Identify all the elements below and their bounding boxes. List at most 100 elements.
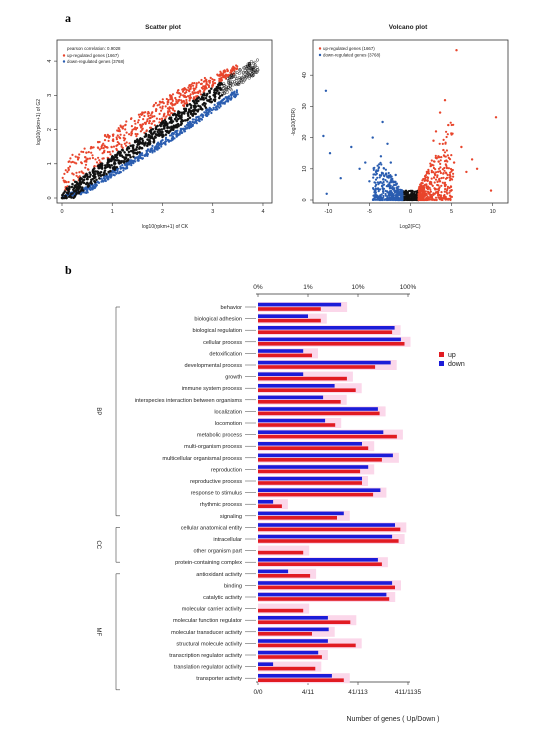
volcano-point-down — [387, 171, 390, 175]
volcano-point-up — [446, 187, 449, 190]
volcano-point-down — [378, 176, 381, 179]
volcano-point-up — [451, 169, 454, 172]
volcano-point-up — [429, 164, 433, 167]
volcano-point-up — [430, 177, 433, 180]
scatter-point-up — [155, 117, 158, 120]
scatter-point-up — [76, 156, 79, 159]
scatter-legend-correlation: pearson correlation: 0.9028 — [67, 46, 121, 51]
volcano-point-down — [395, 198, 398, 201]
volcano-point-up — [444, 183, 447, 186]
scatter-point-unchanged — [255, 68, 259, 72]
scatter-point-up — [120, 143, 123, 146]
scatter-point-up — [149, 114, 152, 117]
volcano-point-down — [374, 189, 377, 192]
scatter-legend-down-marker — [62, 60, 66, 63]
scatter-point-up — [156, 104, 159, 107]
scatter-point-unchanged — [236, 82, 240, 86]
scatter-point-up — [161, 107, 164, 110]
volcano-point-down — [384, 179, 387, 182]
go-legend-up-label: up — [448, 352, 456, 359]
scatter-point-unchanged — [124, 153, 128, 157]
scatter-point-unchanged — [171, 113, 175, 117]
scatter-point-down — [160, 145, 163, 148]
scatter-legend: pearson correlation: 0.9028 up-regulated… — [62, 46, 125, 64]
go-bar-down — [258, 302, 342, 307]
scatter-point-unchanged — [173, 126, 176, 129]
scatter-point-unchanged — [193, 106, 197, 109]
volcano-point-up — [432, 171, 435, 174]
scatter-point-unchanged — [71, 192, 74, 195]
scatter-point-unchanged — [158, 130, 162, 133]
scatter-point-up — [78, 153, 81, 156]
scatter-point-up — [148, 122, 151, 125]
scatter-point-unchanged — [178, 117, 182, 120]
volcano-point-up — [426, 190, 430, 193]
go-bar-up — [258, 458, 382, 462]
volcano-point-up — [444, 195, 447, 198]
scatter-point-up — [226, 69, 229, 72]
scatter-point-unchanged — [241, 80, 245, 84]
scatter-point-up — [193, 91, 196, 94]
go-bar-up — [258, 643, 356, 648]
scatter-point-up — [170, 97, 173, 100]
volcano-point-down — [393, 190, 396, 193]
scatter-point-unchanged — [194, 108, 198, 112]
go-category-label: transporter activity — [196, 676, 242, 682]
volcano-point-up — [448, 158, 452, 161]
go-bar-down — [258, 511, 344, 516]
volcano-point-up — [429, 162, 432, 165]
go-bar-up — [258, 608, 304, 613]
go-bar-down — [258, 650, 319, 655]
volcano-point-down — [381, 120, 384, 124]
scatter-point-unchanged — [135, 145, 139, 149]
volcano-point-up — [439, 166, 442, 169]
scatter-point-up — [72, 173, 75, 176]
scatter-point-down — [213, 103, 216, 106]
volcano-point-unchanged — [413, 193, 416, 196]
scatter-point-unchanged — [163, 119, 167, 122]
scatter-point-down — [176, 129, 179, 132]
go-category-label: cellular process — [203, 340, 242, 346]
scatter-point-down — [200, 118, 203, 121]
volcano-x-tick-label: 0 — [409, 209, 412, 215]
volcano-point-down — [380, 196, 383, 199]
scatter-legend-up: up-regulated genes (1667) — [67, 53, 119, 58]
go-bar-down — [258, 349, 304, 353]
go-bar-shadow — [258, 302, 348, 312]
scatter-point-down — [222, 101, 226, 104]
scatter-point-up — [188, 84, 191, 87]
scatter-point-unchanged — [239, 78, 243, 82]
scatter-point-up — [164, 105, 167, 108]
volcano-point-unchanged — [409, 194, 412, 198]
scatter-point-up — [211, 83, 214, 86]
volcano-point-down — [384, 173, 388, 176]
scatter-point-down — [121, 164, 124, 167]
scatter-point-up — [136, 126, 139, 130]
scatter-point-up — [162, 102, 165, 105]
scatter-point-unchanged — [237, 76, 241, 80]
scatter-point-unchanged — [247, 76, 251, 80]
go-bottom-tick-label: 0/0 — [253, 689, 262, 696]
volcano-point-down — [392, 198, 395, 202]
go-bar-shadow — [258, 626, 335, 637]
scatter-point-unchanged — [132, 155, 135, 158]
go-bar-down — [258, 384, 335, 388]
scatter-point-up — [158, 118, 161, 121]
scatter-point-unchanged — [164, 133, 168, 136]
volcano-point-down — [390, 190, 393, 193]
volcano-point-up — [438, 111, 442, 114]
scatter-point-down — [235, 91, 238, 94]
scatter-point-down — [153, 148, 156, 152]
volcano-point-down — [373, 191, 377, 194]
scatter-point-up — [103, 134, 107, 137]
go-category-label: metabolic process — [197, 433, 242, 439]
go-category-label: biological adhesion — [194, 317, 242, 323]
scatter-point-unchanged — [70, 185, 74, 189]
scatter-point-up — [194, 87, 197, 90]
go-bar-up — [258, 492, 374, 497]
go-bar-down — [258, 418, 326, 423]
scatter-point-down — [114, 171, 117, 174]
scatter-point-unchanged — [240, 80, 244, 84]
scatter-point-up — [98, 140, 101, 144]
scatter-point-unchanged — [154, 136, 157, 139]
